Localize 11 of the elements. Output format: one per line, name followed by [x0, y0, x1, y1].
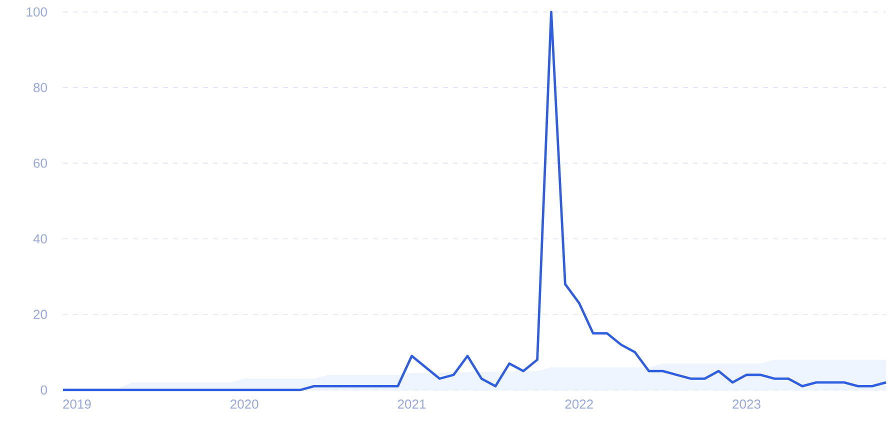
x-tick-label: 2023	[732, 400, 760, 409]
y-tick-label: 80	[34, 82, 47, 92]
x-tick-label: 2020	[230, 400, 258, 409]
y-tick-label: 0	[40, 385, 47, 395]
x-tick-label: 2019	[63, 400, 91, 409]
y-tick-label: 20	[34, 310, 47, 319]
x-tick-label: 2021	[398, 400, 426, 409]
y-tick-label: 40	[33, 234, 47, 244]
y-tick-label: 60	[34, 158, 47, 168]
x-tick-label: 2022	[565, 400, 593, 409]
y-tick-label: 100	[26, 7, 47, 17]
